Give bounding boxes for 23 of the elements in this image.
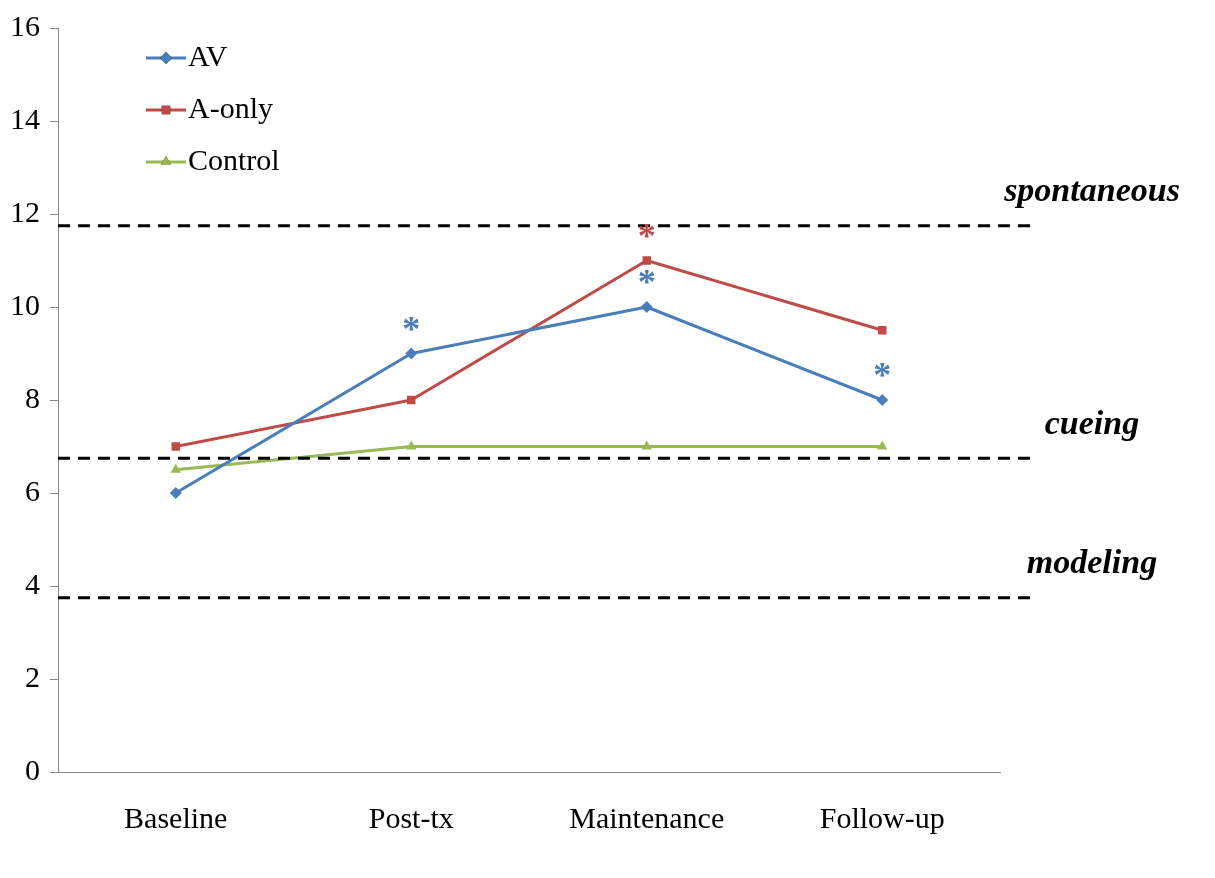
annotation: * [637, 215, 656, 256]
ref-line-label: spontaneous [1003, 171, 1180, 209]
legend-label: A-only [188, 90, 273, 124]
y-tick-label: 4 [25, 566, 40, 600]
y-tick-label: 6 [25, 473, 40, 507]
y-tick-label: 10 [10, 287, 40, 321]
annotation: * [873, 355, 892, 396]
x-tick-label: Post-tx [368, 800, 454, 834]
y-tick-label: 8 [25, 380, 40, 414]
y-tick-label: 14 [10, 101, 40, 135]
x-tick-label: Baseline [124, 800, 228, 834]
x-tick-label: Follow-up [819, 800, 945, 834]
ref-line-label: cueing [1044, 403, 1140, 441]
ref-line-label: modeling [1026, 543, 1158, 581]
y-tick-label: 16 [10, 8, 40, 42]
y-tick-label: 0 [25, 752, 40, 786]
annotation: * [402, 308, 421, 349]
legend-label: Control [188, 142, 280, 176]
annotation: * [637, 262, 656, 303]
y-tick-label: 2 [25, 659, 40, 693]
legend-label: AV [188, 38, 228, 72]
y-tick-label: 12 [10, 194, 40, 228]
x-tick-label: Maintenance [569, 800, 725, 834]
